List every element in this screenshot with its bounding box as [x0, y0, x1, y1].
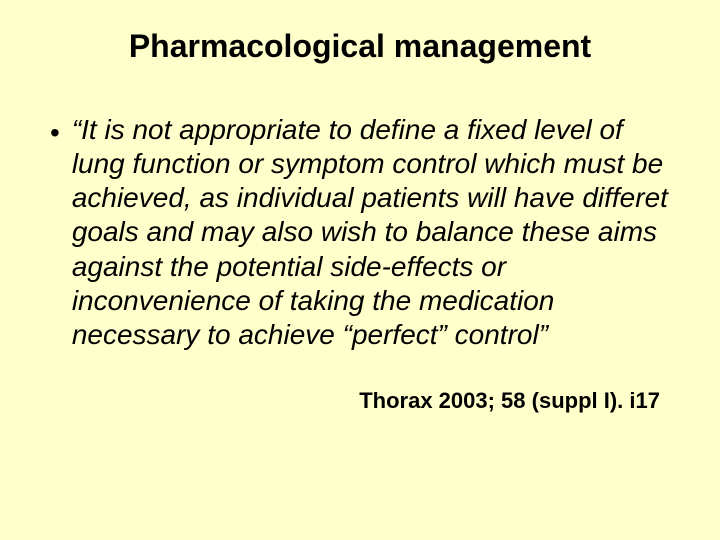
bullet-item: • “It is not appropriate to define a fix… [50, 113, 670, 352]
bullet-marker-icon: • [50, 115, 60, 150]
bullet-text: “It is not appropriate to define a fixed… [72, 113, 670, 352]
citation-text: Thorax 2003; 58 (suppl I). i17 [50, 388, 670, 414]
slide: Pharmacological management • “It is not … [0, 0, 720, 540]
slide-title: Pharmacological management [50, 28, 670, 65]
